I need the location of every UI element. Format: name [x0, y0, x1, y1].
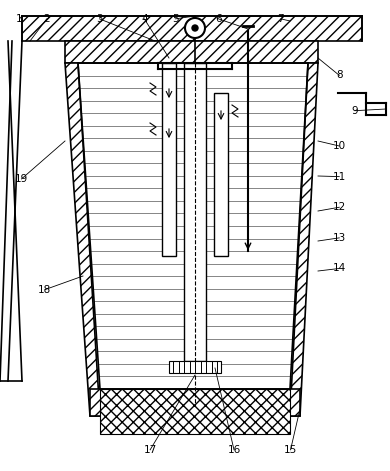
Bar	[169, 361, 221, 373]
Text: 15: 15	[284, 445, 297, 455]
Bar	[90, 389, 300, 416]
Text: 4: 4	[141, 14, 147, 24]
Text: 19: 19	[15, 174, 28, 184]
Bar	[22, 16, 362, 41]
Text: 10: 10	[333, 141, 346, 151]
Text: 2: 2	[44, 14, 50, 24]
Text: 7: 7	[278, 14, 284, 24]
Polygon shape	[65, 63, 100, 416]
Bar	[214, 93, 228, 256]
Text: 6: 6	[215, 14, 222, 24]
Polygon shape	[290, 63, 318, 416]
Text: 13: 13	[333, 233, 346, 243]
Text: 18: 18	[38, 284, 51, 295]
Text: 16: 16	[227, 445, 241, 455]
Text: 12: 12	[333, 202, 346, 212]
Bar	[65, 41, 318, 63]
Circle shape	[185, 18, 205, 38]
Bar	[100, 389, 290, 434]
Bar	[162, 63, 176, 256]
Text: 8: 8	[336, 70, 342, 81]
Circle shape	[192, 25, 198, 31]
Text: 9: 9	[352, 106, 358, 116]
Bar	[184, 63, 206, 361]
Text: 5: 5	[172, 14, 179, 24]
Text: 3: 3	[96, 14, 103, 24]
Text: 11: 11	[333, 171, 346, 182]
Text: 1: 1	[16, 14, 23, 24]
Text: 17: 17	[144, 445, 157, 455]
Text: 14: 14	[333, 263, 346, 274]
